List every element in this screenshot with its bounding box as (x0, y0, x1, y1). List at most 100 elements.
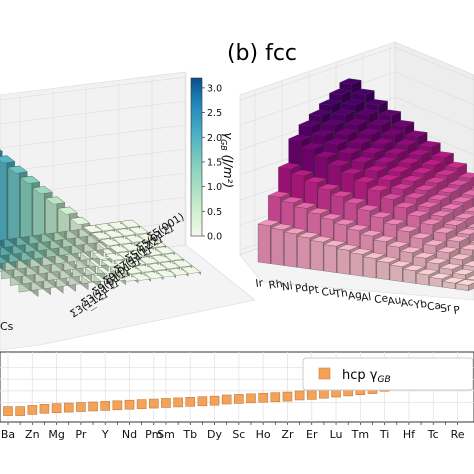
fcc-element-tick: P (453, 304, 461, 317)
fcc-element-tick: Pt (308, 284, 320, 297)
fcc-element-tick: Ac (400, 296, 415, 310)
bar-13-7 (181, 265, 202, 275)
legend-marker (318, 367, 331, 380)
bar-13-5 (163, 252, 184, 262)
bar-13-1 (128, 226, 149, 236)
hcp-point (282, 391, 293, 402)
hcp-point (246, 393, 256, 404)
hcp-point (76, 402, 86, 412)
hcp-element-tick: Pr (75, 428, 86, 441)
hcp-point (173, 397, 183, 408)
fcc-element-tick: Rh (268, 278, 283, 292)
colorbar: 0.0 0.5 1.0 1.5 2.0 2.5 3.0 γGB (J/m²) (190, 77, 235, 243)
legend-box (302, 357, 474, 391)
bar-9-0 (70, 216, 91, 236)
hcp-element-tick: Lu (330, 428, 343, 441)
hcp-element-tick: Tm (351, 428, 369, 441)
fcc-element-tick: Th (333, 287, 349, 301)
hcp-point (197, 396, 208, 407)
hcp-point (27, 405, 38, 415)
hcp-element-tick: Ti (379, 428, 389, 441)
hcp-element-tick: Re (451, 428, 465, 441)
bar-13-2 (137, 232, 158, 242)
bar-11-0 (95, 223, 116, 232)
bar-13-0 (120, 219, 141, 229)
hcp-element-tick: Tc (427, 428, 439, 441)
hcp-point (112, 400, 123, 411)
fcc-element-tick: Ir (255, 277, 265, 290)
panel-b-bars (257, 78, 474, 291)
hcp-point (270, 392, 281, 402)
hcp-point (3, 406, 13, 416)
colorbar-ticks: 0.0 0.5 1.0 1.5 2.0 2.5 3.0 (202, 83, 222, 243)
hcp-element-tick: Dy (207, 428, 222, 441)
colorbar-label: γGB (J/m²) (219, 132, 235, 188)
bar-12-6 (159, 261, 180, 270)
hcp-element-tick: Tb (182, 428, 197, 441)
hcp-point (88, 401, 98, 412)
fcc-element-tick: Al (360, 291, 372, 304)
hcp-element-tick: Mg (48, 428, 64, 441)
hcp-point (294, 390, 305, 401)
hcp-element-tick: Ho (256, 428, 271, 441)
hcp-point (15, 406, 25, 416)
colorbar-tick: 0.5 (207, 207, 222, 218)
fcc-element-tick: Ce (374, 292, 389, 306)
hcp-point (136, 399, 147, 409)
colorbar-tick: 1.0 (207, 182, 222, 193)
hcp-element-tick: Ba (1, 428, 15, 441)
bar-10-3 (108, 244, 129, 254)
colorbar-tick: 0.0 (207, 232, 222, 243)
fcc-element-tick: Ni (281, 280, 293, 293)
hcp-point (161, 398, 171, 408)
colorbar-tick: 3.0 (207, 83, 222, 94)
panel-a-3d-bars: Σ5(001)Σ5(012)Σ5(122)Σ7(111)Σ9(013)Σ9(01… (0, 71, 256, 351)
hcp-element-tick: Nd (122, 428, 137, 441)
hcp-element-tick: Zr (281, 428, 294, 441)
fcc-element-tick: Ag (347, 289, 362, 303)
hcp-point (149, 398, 159, 409)
hcp-point (234, 394, 244, 404)
bar-13-4 (154, 246, 175, 255)
fcc-element-tick: Ca (426, 300, 441, 314)
hcp-point (319, 388, 329, 399)
colorbar-gradient (190, 77, 203, 237)
hcp-point (63, 402, 74, 413)
hcp-element-tick: Zn (25, 428, 40, 441)
hcp-element-tick: Sm (157, 428, 175, 441)
hcp-element-tick: Er (306, 428, 318, 441)
hcp-point (209, 395, 220, 406)
hcp-element-tick: Y (101, 428, 109, 441)
panel-c-legend: hcp γGB (302, 357, 474, 391)
hcp-point (39, 403, 50, 414)
bar-15-0 (455, 279, 474, 291)
panel-b-title: (b) fcc (227, 41, 297, 66)
fcc-element-tick: Yb (412, 298, 428, 312)
fcc-element-tick: Cu (321, 285, 337, 299)
hcp-point (185, 397, 196, 407)
hcp-element-tick: Sc (232, 428, 245, 441)
bar-13-6 (172, 259, 193, 269)
hcp-point (100, 401, 110, 411)
fcc-element-tick: Au (387, 294, 402, 308)
hcp-point (124, 399, 135, 410)
colorbar-tick: 2.5 (207, 108, 222, 119)
hcp-point (258, 392, 268, 403)
colorbar-tick: 2.0 (207, 133, 222, 144)
bar-11-2 (112, 236, 133, 246)
fcc-element-tick: Sr (440, 302, 453, 316)
colorbar-tick: 1.5 (207, 157, 222, 168)
bar-12-2 (125, 234, 146, 244)
bar-13-3 (146, 239, 167, 249)
hcp-point (51, 403, 62, 414)
hcp-element-tick: Hf (403, 428, 416, 441)
panel-a-bars (0, 149, 202, 297)
fcc-element-tick: Pd (294, 282, 309, 296)
panel-a-element-tick: Cs (0, 320, 14, 333)
hcp-point (306, 390, 317, 400)
